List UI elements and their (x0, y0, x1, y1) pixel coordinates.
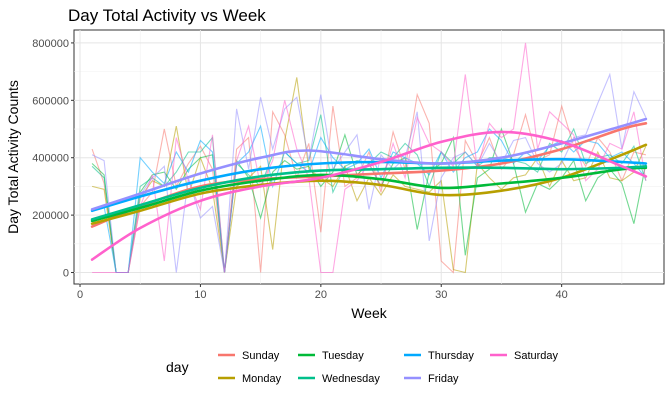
legend-label-tuesday: Tuesday (322, 350, 364, 362)
trend-line-saturday (90, 130, 648, 261)
trend-line-wednesday (90, 165, 648, 221)
chart-title: Day Total Activity vs Week (68, 6, 266, 25)
x-axis-title: Week (351, 305, 388, 321)
y-tick-label: 600000 (32, 95, 69, 107)
y-axis-title: Day Total Activity Counts (5, 80, 21, 234)
x-tick-label: 0 (77, 289, 83, 301)
trend-lines (90, 117, 648, 261)
grid-major (74, 30, 664, 284)
grid-minor (74, 30, 664, 284)
y-axis: 0 200000 400000 600000 800000 (32, 38, 74, 280)
legend-label-thursday: Thursday (428, 350, 474, 362)
y-tick-label: 200000 (32, 210, 69, 222)
legend-label-sunday: Sunday (242, 350, 280, 362)
legend-title: day (166, 359, 189, 375)
raw-line-saturday (92, 42, 647, 274)
legend-label-monday: Monday (242, 373, 282, 385)
y-tick-label: 400000 (32, 153, 69, 165)
legend-label-saturday: Saturday (514, 350, 559, 362)
y-tick-label: 0 (63, 268, 69, 280)
legend-label-wednesday: Wednesday (322, 373, 380, 385)
trend-line-friday (90, 117, 648, 211)
y-tick-label: 800000 (32, 38, 69, 50)
x-tick-label: 40 (556, 289, 568, 301)
x-axis: 0 10 20 30 40 (77, 284, 568, 301)
legend: day Sunday Monday Tuesday Wednesday Thursday… (166, 350, 559, 385)
x-tick-label: 10 (194, 289, 206, 301)
x-tick-label: 20 (315, 289, 327, 301)
x-tick-label: 30 (435, 289, 447, 301)
trend-line-tuesday (90, 166, 648, 223)
legend-label-friday: Friday (428, 373, 459, 385)
